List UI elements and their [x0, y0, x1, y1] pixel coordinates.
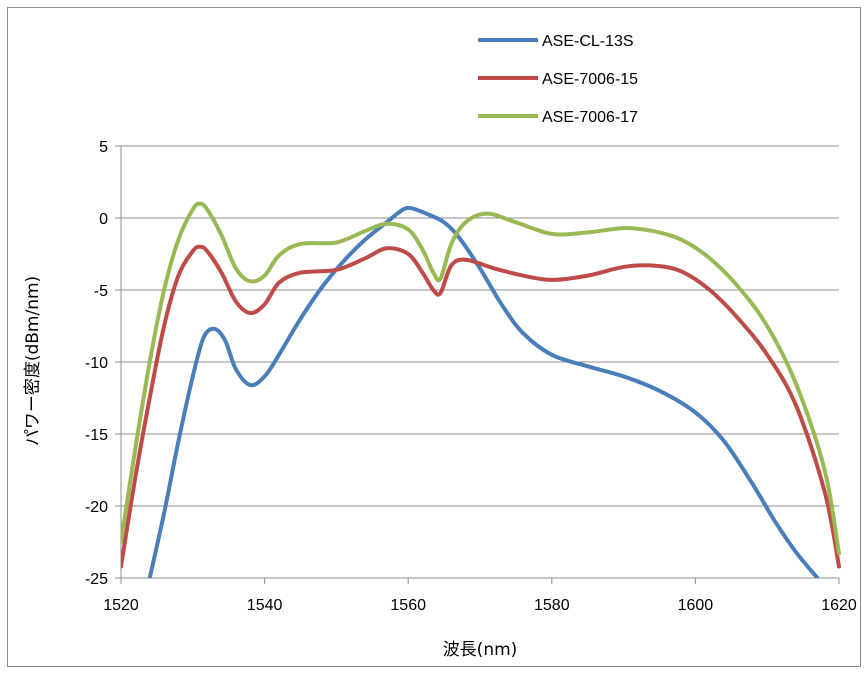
x-tick-label: 1580 — [534, 597, 570, 614]
x-tick-label: 1560 — [390, 597, 426, 614]
series-lines — [121, 201, 841, 578]
x-tick-label: 1520 — [103, 597, 139, 614]
grid — [121, 145, 839, 579]
series-line-ase-7006-15 — [121, 244, 841, 569]
x-tick-label: 1620 — [821, 597, 857, 614]
series-line-ase-cl-13s — [147, 205, 820, 578]
y-tick-label: -15 — [85, 427, 108, 444]
legend-label: ASE-7006-17 — [542, 109, 638, 126]
chart-border — [7, 7, 861, 667]
y-tick-label: 5 — [99, 139, 108, 156]
legend-label: ASE-7006-15 — [542, 71, 638, 88]
legend-label: ASE-CL-13S — [542, 33, 634, 50]
y-axis-title: パワー密度(dBm/nm) — [23, 276, 43, 446]
y-tick-label: -25 — [85, 571, 108, 588]
y-tick-label: 0 — [99, 211, 108, 228]
y-tick-label: -10 — [85, 355, 108, 372]
y-tick-label: -5 — [94, 283, 108, 300]
x-axis-title: 波長(nm) — [443, 640, 518, 660]
legend: ASE-CL-13S ASE-7006-15 ASE-7006-17 — [478, 33, 638, 126]
axes: 5 0 -5 -10 -15 -20 -25 1520 1540 1560 1580 1600 1620 — [85, 139, 857, 614]
x-tick-label: 1540 — [247, 597, 283, 614]
x-tick-label: 1600 — [678, 597, 714, 614]
y-tick-label: -20 — [85, 499, 108, 516]
series-line-ase-7006-17 — [121, 201, 841, 556]
